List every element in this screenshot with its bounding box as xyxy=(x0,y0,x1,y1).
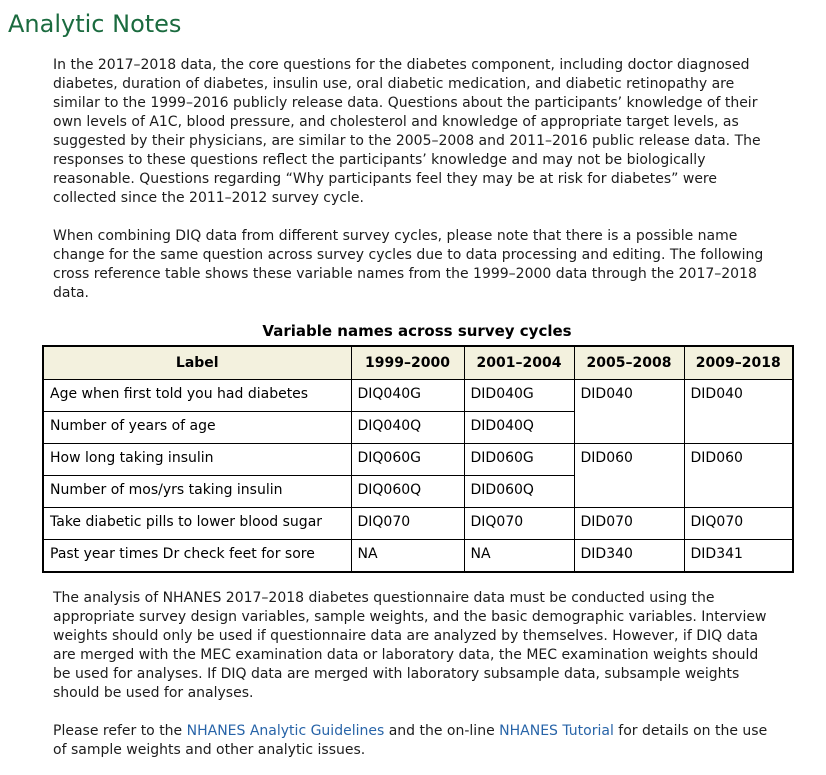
table-cell: NA xyxy=(350,539,465,572)
table-title: Variable names across survey cycles xyxy=(262,322,572,340)
column-header-2001-2004: 2001–2004 xyxy=(463,345,575,380)
table-cell: DIQ060G xyxy=(350,443,465,476)
main-content: In the 2017–2018 data, the core question… xyxy=(0,38,826,760)
table-cell: DIQ040Q xyxy=(350,411,465,444)
row-label: Past year times Dr check feet for sore xyxy=(42,539,352,572)
column-header-label: Label xyxy=(42,345,352,380)
table-row: Age when first told you had diabetes DIQ… xyxy=(42,379,794,444)
table-cell: DIQ060Q xyxy=(350,475,465,508)
row-label: Take diabetic pills to lower blood sugar xyxy=(42,507,352,540)
paragraph-refer-links: Please refer to the NHANES Analytic Guid… xyxy=(53,722,778,760)
row-label: Number of mos/yrs taking insulin xyxy=(42,475,352,508)
refer-text-middle: and the on-line xyxy=(384,722,500,739)
row-label: Age when first told you had diabetes xyxy=(42,379,352,412)
variable-names-table: Label 1999–2000 2001–2004 2005–2008 2009… xyxy=(42,345,794,573)
table-cell: DID040 xyxy=(573,379,685,444)
table-row: Take diabetic pills to lower blood sugar… xyxy=(42,507,794,540)
table-cell: DID040G xyxy=(463,379,575,412)
column-header-2005-2008: 2005–2008 xyxy=(573,345,685,380)
nhanes-tutorial-link[interactable]: NHANES Tutorial xyxy=(499,722,614,739)
table-cell: DID341 xyxy=(683,539,794,572)
refer-text-before: Please refer to the xyxy=(53,722,187,739)
paragraph-core-questions: In the 2017–2018 data, the core question… xyxy=(53,57,761,206)
table-cell: DIQ070 xyxy=(683,507,794,540)
table-cell: DID060 xyxy=(683,443,794,508)
table-cell: DID060G xyxy=(463,443,575,476)
refer-text-after: for details on the use of sample weights… xyxy=(53,722,768,758)
table-cell: DIQ070 xyxy=(350,507,465,540)
table-cell: DID040Q xyxy=(463,411,575,444)
table-row: Number of years of age DIQ040Q DID040Q xyxy=(42,411,793,444)
table-cell: DID070 xyxy=(573,507,685,540)
table-cell: NA xyxy=(463,539,575,572)
row-label: How long taking insulin xyxy=(42,443,352,476)
table-cell: DIQ040G xyxy=(350,379,465,412)
table-row: Past year times Dr check feet for sore N… xyxy=(42,539,794,572)
column-header-1999-2000: 1999–2000 xyxy=(350,345,465,380)
paragraph-analysis-weights: The analysis of NHANES 2017–2018 diabete… xyxy=(53,589,767,701)
row-label: Number of years of age xyxy=(42,411,352,444)
table-row: How long taking insulin DIQ060G DID060G … xyxy=(42,443,794,508)
table-cell: DID060 xyxy=(573,443,685,508)
table-cell: DID060Q xyxy=(463,475,575,508)
column-header-2009-2018: 2009–2018 xyxy=(683,345,794,380)
table-cell: DIQ070 xyxy=(463,507,575,540)
analytic-guidelines-link[interactable]: NHANES Analytic Guidelines xyxy=(186,722,385,739)
table-row: Number of mos/yrs taking insulin DIQ060Q… xyxy=(42,475,793,508)
table-header-row: Label 1999–2000 2001–2004 2005–2008 2009… xyxy=(42,345,794,380)
page-title: Analytic Notes xyxy=(8,10,182,38)
table-cell: DID040 xyxy=(683,379,794,444)
table-cell: DID340 xyxy=(573,539,685,572)
paragraph-combining-diq: When combining DIQ data from different s… xyxy=(53,228,764,301)
